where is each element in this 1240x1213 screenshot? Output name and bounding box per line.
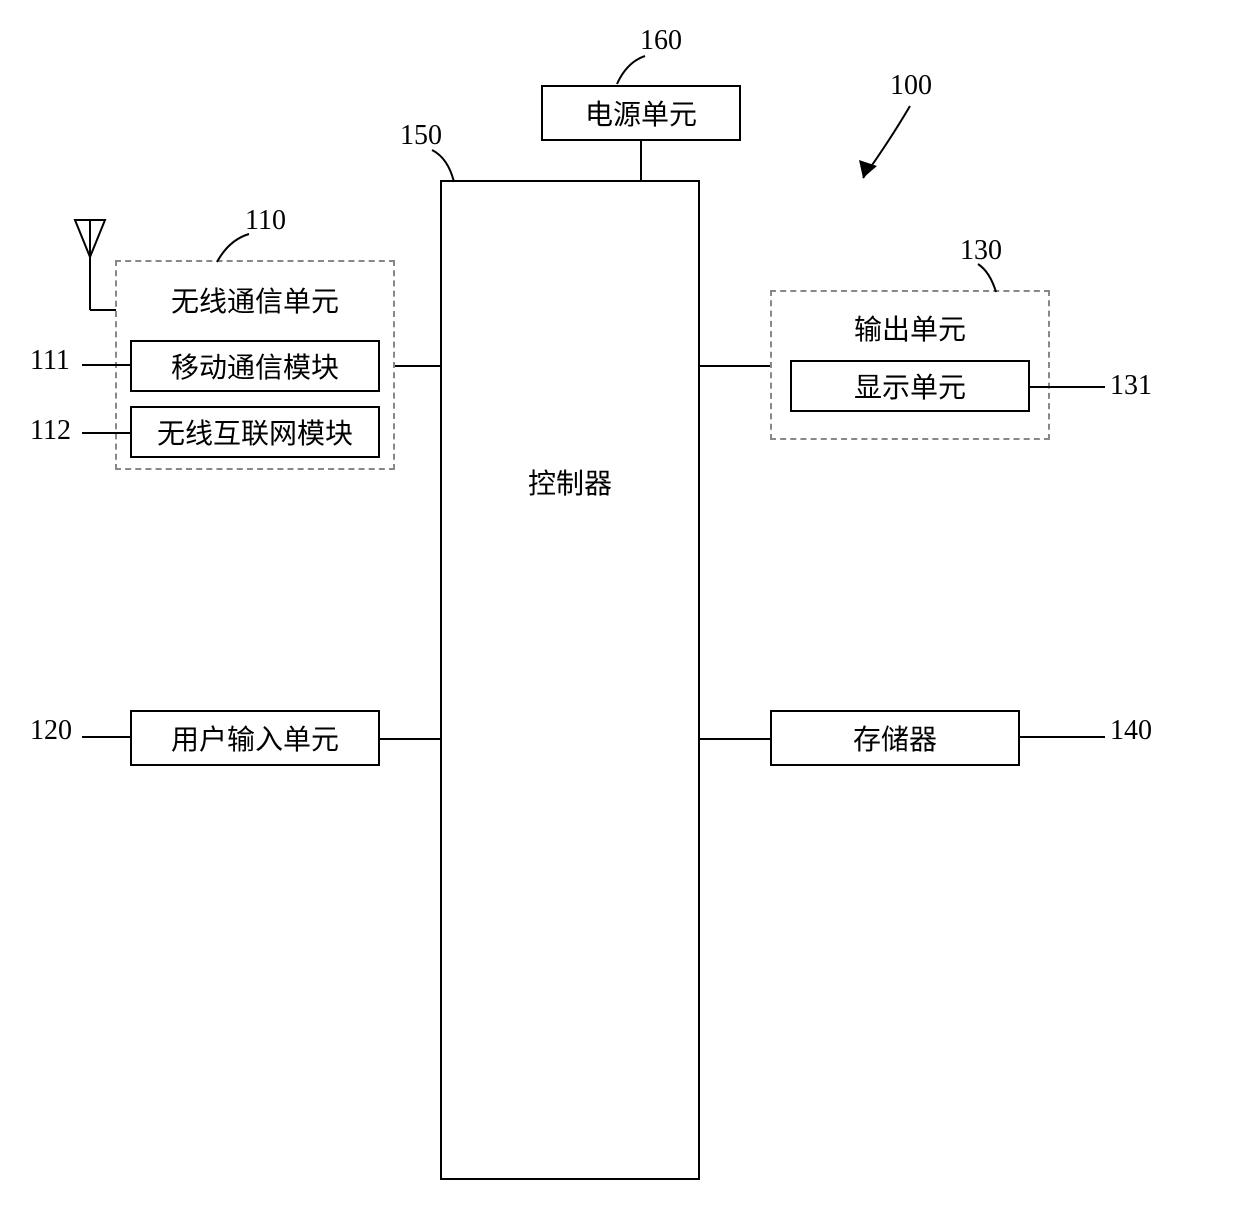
output-unit-title: 输出单元 [772,308,1048,348]
mobile-comm-module-box: 移动通信模块 [130,340,380,392]
ref-140: 140 [1110,715,1152,747]
ref-112: 112 [30,415,71,447]
ref-111: 111 [30,345,70,377]
connector-power-controller [640,141,642,180]
controller-box: 控制器 [440,180,700,1180]
wireless-net-module-label: 无线互联网模块 [157,412,353,452]
display-unit-box: 显示单元 [790,360,1030,412]
wireless-net-module-box: 无线互联网模块 [130,406,380,458]
leader-150 [430,148,470,188]
arrow-100 [845,100,935,200]
display-unit-label: 显示单元 [854,366,966,406]
memory-label: 存储器 [853,718,937,758]
wireless-unit-title: 无线通信单元 [117,280,393,320]
connector-output-controller [700,365,770,367]
leader-111 [82,364,130,366]
ref-120: 120 [30,715,72,747]
leader-140 [1020,736,1105,738]
leader-130 [960,262,1000,297]
leader-112 [82,432,130,434]
antenna-icon [60,215,120,315]
controller-label: 控制器 [442,462,698,502]
leader-110 [215,232,255,267]
leader-120 [82,736,130,738]
power-unit-label: 电源单元 [585,93,697,133]
mobile-comm-module-label: 移动通信模块 [171,346,339,386]
ref-100: 100 [890,70,932,102]
user-input-label: 用户输入单元 [171,718,339,758]
connector-memory-controller [700,738,770,740]
power-unit-box: 电源单元 [541,85,741,141]
connector-userinput-controller [380,738,440,740]
connector-wireless-controller [395,365,440,367]
leader-131 [1030,386,1105,388]
user-input-box: 用户输入单元 [130,710,380,766]
leader-160 [615,50,665,90]
ref-131: 131 [1110,370,1152,402]
memory-box: 存储器 [770,710,1020,766]
